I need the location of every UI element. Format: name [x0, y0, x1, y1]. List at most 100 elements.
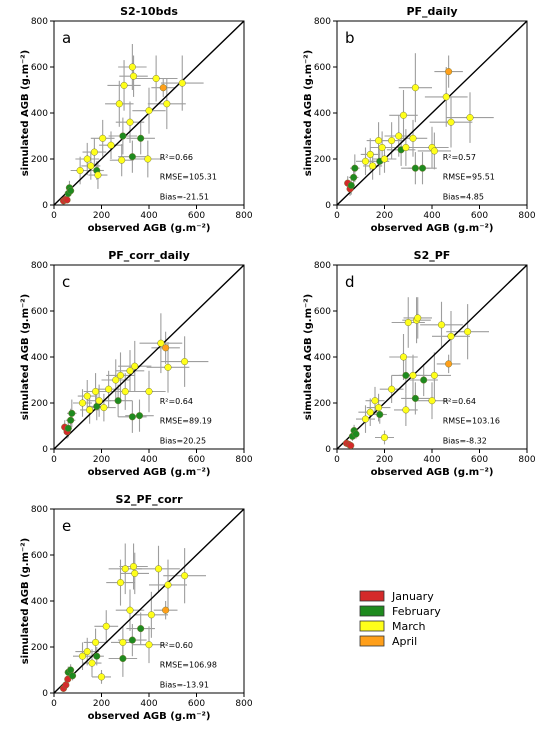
x-tick-label: 600 — [471, 455, 488, 465]
data-point — [105, 385, 113, 393]
data-point — [411, 84, 419, 92]
data-point — [447, 118, 455, 126]
data-point — [86, 406, 94, 414]
x-tick-label: 800 — [518, 211, 535, 221]
data-point — [68, 672, 77, 680]
data-layer — [337, 21, 527, 205]
data-point — [95, 397, 103, 405]
x-tick-label: 600 — [188, 699, 205, 709]
data-point — [351, 164, 359, 172]
data-point — [78, 652, 87, 660]
data-point — [388, 137, 396, 145]
data-point — [128, 636, 136, 644]
data-point — [178, 79, 186, 87]
x-tick-label: 400 — [423, 455, 440, 465]
data-point — [164, 363, 172, 371]
x-tick-label: 200 — [93, 455, 110, 465]
data-point — [411, 164, 419, 172]
panel-b: PF_daily 0 200 400 600 800 0 200 400 600 800 observ… — [303, 5, 536, 234]
data-point — [428, 397, 436, 405]
data-point — [83, 648, 91, 656]
y-tick-label: 800 — [31, 505, 48, 515]
data-point — [163, 100, 171, 108]
data-point — [126, 367, 134, 375]
data-layer — [54, 509, 244, 693]
data-point — [114, 397, 122, 405]
y-tick-label: 800 — [31, 17, 48, 27]
data-point — [131, 362, 139, 370]
rmse-stat: RMSE=89.19 — [160, 417, 212, 426]
data-point — [347, 181, 355, 189]
data-point — [130, 562, 138, 571]
data-point — [402, 406, 410, 414]
data-point — [430, 147, 438, 155]
data-point — [63, 196, 71, 204]
data-layer — [54, 265, 244, 449]
bias-stat: Bias=20.25 — [160, 436, 206, 445]
x-tick-label: 0 — [334, 211, 340, 221]
data-point — [361, 415, 370, 423]
x-axis-label: observed AGB (g.m⁻²) — [371, 223, 494, 234]
data-point — [430, 371, 438, 379]
data-point — [411, 394, 419, 402]
x-axis-label: observed AGB (g.m⁻²) — [88, 223, 211, 234]
r2-stat: R²=0.64 — [160, 397, 193, 406]
data-point — [94, 171, 102, 179]
y-tick-label: 0 — [42, 201, 48, 211]
x-tick-label: 800 — [518, 455, 535, 465]
data-point — [369, 162, 377, 170]
data-point — [90, 148, 98, 156]
r2-stat: R²=0.60 — [160, 641, 193, 650]
y-axis-label: simulated AGB (g.m⁻²) — [20, 50, 31, 177]
x-axis-label: observed AGB (g.m⁻²) — [88, 711, 211, 722]
data-point — [76, 166, 84, 175]
x-tick-label: 400 — [140, 699, 157, 709]
y-axis-label: simulated AGB (g.m⁻²) — [20, 294, 31, 421]
panel-letter: d — [345, 273, 355, 291]
data-point — [366, 150, 374, 158]
y-tick-label: 200 — [314, 155, 331, 165]
y-tick-label: 400 — [31, 597, 48, 607]
data-point — [181, 358, 189, 366]
y-tick-label: 200 — [31, 155, 48, 165]
data-point — [437, 321, 446, 329]
y-tick-label: 800 — [314, 261, 331, 271]
panel-c: PF_corr_daily 0 200 400 600 800 0 200 400 600 800 o… — [20, 249, 253, 478]
data-point — [145, 107, 153, 115]
data-point — [145, 641, 153, 649]
y-tick-label: 200 — [314, 399, 331, 409]
x-tick-label: 200 — [93, 211, 110, 221]
data-point — [388, 385, 396, 393]
data-point — [376, 410, 384, 419]
data-point — [128, 63, 136, 71]
panel-title: PF_daily — [406, 5, 457, 18]
data-point — [102, 622, 110, 630]
panel-title: S2_PF — [414, 249, 451, 262]
data-point — [409, 134, 417, 142]
data-point — [137, 134, 145, 142]
legend-label-february: February — [392, 605, 441, 618]
data-point — [119, 654, 127, 663]
x-tick-label: 0 — [51, 211, 57, 221]
data-point — [164, 581, 172, 589]
data-point — [83, 392, 91, 400]
rmse-stat: RMSE=95.51 — [443, 173, 495, 182]
data-point — [97, 673, 106, 681]
y-tick-label: 0 — [42, 689, 48, 699]
r2-stat: R²=0.57 — [443, 153, 476, 162]
bias-stat: Bias=-13.91 — [160, 680, 209, 689]
legend-label-january: January — [391, 590, 434, 603]
data-point — [147, 611, 155, 619]
x-tick-label: 0 — [334, 455, 340, 465]
data-point — [445, 68, 453, 76]
y-tick-label: 0 — [325, 201, 331, 211]
data-point — [402, 371, 410, 379]
data-point — [119, 132, 127, 140]
y-axis-label: simulated AGB (g.m⁻²) — [303, 50, 314, 177]
rmse-stat: RMSE=103.16 — [443, 417, 500, 426]
data-point — [93, 652, 101, 660]
data-point — [447, 332, 455, 340]
x-tick-label: 800 — [235, 455, 252, 465]
panel-letter: b — [345, 29, 355, 47]
x-tick-label: 600 — [188, 455, 205, 465]
